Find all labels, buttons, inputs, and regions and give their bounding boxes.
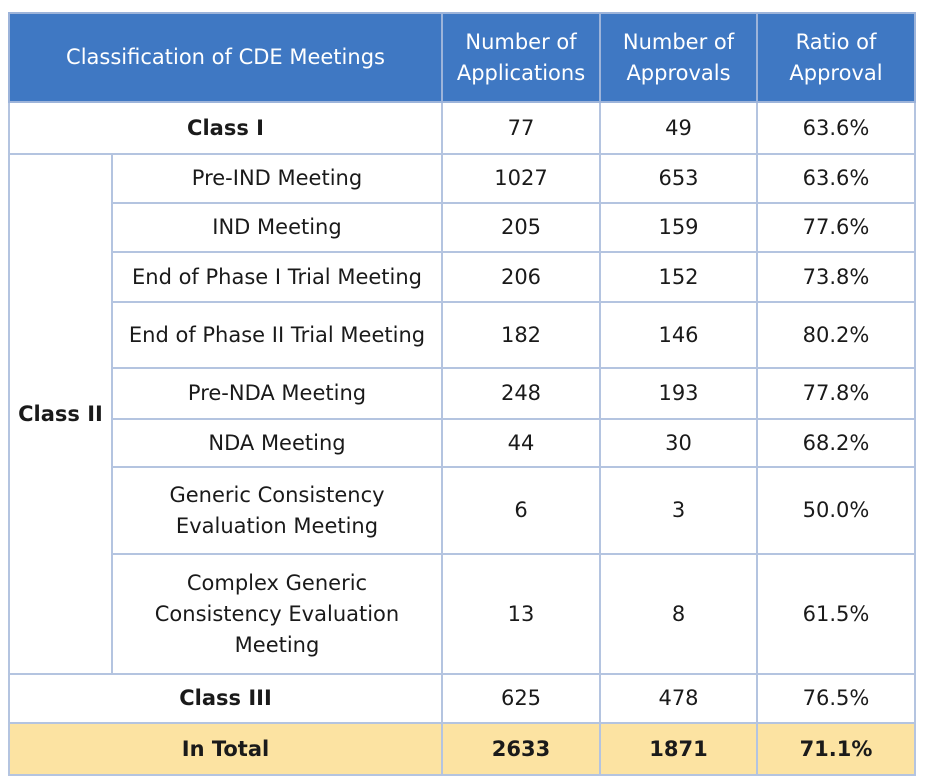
approvals-cell: 3	[599, 466, 758, 555]
table-row: Pre-NDA Meeting 248 193 77.8%	[9, 367, 916, 420]
approvals-cell: 193	[599, 367, 758, 420]
total-approvals: 1871	[599, 722, 758, 776]
ratio-cell: 77.6%	[756, 202, 916, 253]
applications-cell: 1027	[441, 153, 601, 204]
class-1-ratio: 63.6%	[756, 101, 916, 155]
class-1-applications: 77	[441, 101, 601, 155]
ratio-cell: 50.0%	[756, 466, 916, 555]
ratio-cell: 61.5%	[756, 553, 916, 675]
header-approvals: Number of Approvals	[599, 12, 758, 103]
class-1-approvals: 49	[599, 101, 758, 155]
approvals-cell: 653	[599, 153, 758, 204]
table-row: Complex Generic Consistency Evaluation M…	[9, 553, 916, 675]
meeting-name: IND Meeting	[111, 202, 443, 253]
meeting-name: End of Phase I Trial Meeting	[111, 251, 443, 303]
total-label: In Total	[8, 722, 443, 776]
table-row: End of Phase II Trial Meeting 182 146 80…	[9, 301, 916, 369]
approvals-cell: 146	[599, 301, 758, 369]
applications-cell: 205	[441, 202, 601, 253]
meeting-name: Generic Consistency Evaluation Meeting	[111, 466, 443, 555]
class-3-applications: 625	[441, 673, 601, 724]
table-row: Class II Pre-IND Meeting 1027 653 63.6%	[8, 153, 916, 675]
table-row: End of Phase I Trial Meeting 206 152 73.…	[9, 251, 916, 303]
applications-cell: 13	[441, 553, 601, 675]
header-classification: Classification of CDE Meetings	[8, 12, 443, 103]
total-row: In Total 2633 1871 71.1%	[8, 722, 916, 776]
class-3-ratio: 76.5%	[756, 673, 916, 724]
ratio-cell: 68.2%	[756, 418, 916, 468]
class-2-label: Class II	[8, 153, 113, 675]
meeting-name: Pre-IND Meeting	[111, 153, 443, 204]
meeting-name: End of Phase II Trial Meeting	[111, 301, 443, 369]
table-row: IND Meeting 205 159 77.6%	[9, 202, 916, 253]
approvals-cell: 8	[599, 553, 758, 675]
applications-cell: 182	[441, 301, 601, 369]
class-3-approvals: 478	[599, 673, 758, 724]
ratio-cell: 80.2%	[756, 301, 916, 369]
approvals-cell: 30	[599, 418, 758, 468]
ratio-cell: 73.8%	[756, 251, 916, 303]
class-1-row: Class I 77 49 63.6%	[8, 101, 916, 155]
meeting-name: NDA Meeting	[111, 418, 443, 468]
header-applications: Number of Applications	[441, 12, 601, 103]
class-1-label: Class I	[8, 101, 443, 155]
class-3-row: Class III 625 478 76.5%	[8, 673, 916, 724]
approvals-cell: 159	[599, 202, 758, 253]
applications-cell: 6	[441, 466, 601, 555]
ratio-cell: 63.6%	[756, 153, 916, 204]
total-applications: 2633	[441, 722, 601, 776]
table-row: Generic Consistency Evaluation Meeting 6…	[9, 466, 916, 555]
meeting-name: Complex Generic Consistency Evaluation M…	[111, 553, 443, 675]
meeting-name: Pre-NDA Meeting	[111, 367, 443, 420]
table-row: NDA Meeting 44 30 68.2%	[9, 418, 916, 468]
header-row: Classification of CDE Meetings Number of…	[8, 12, 916, 103]
applications-cell: 206	[441, 251, 601, 303]
total-ratio: 71.1%	[756, 722, 916, 776]
ratio-cell: 77.8%	[756, 367, 916, 420]
applications-cell: 248	[441, 367, 601, 420]
header-ratio: Ratio of Approval	[756, 12, 916, 103]
approvals-cell: 152	[599, 251, 758, 303]
cde-meetings-table: Classification of CDE Meetings Number of…	[8, 12, 916, 776]
class-3-label: Class III	[8, 673, 443, 724]
applications-cell: 44	[441, 418, 601, 468]
